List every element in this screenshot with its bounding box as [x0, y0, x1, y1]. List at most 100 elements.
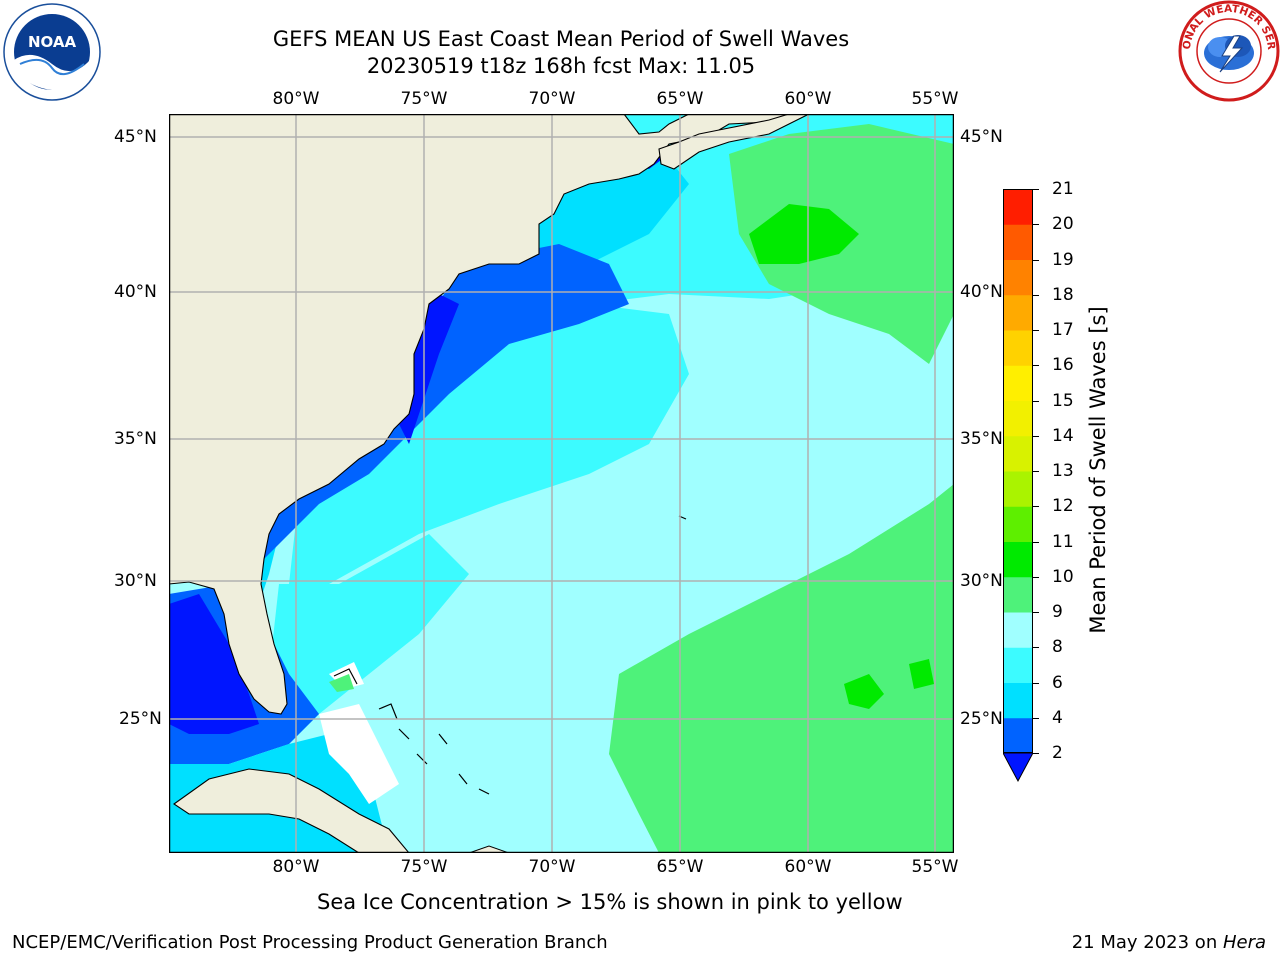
colorbar-tick-label: 17 [1052, 320, 1074, 340]
lon-label-bottom: 70°W [528, 857, 576, 877]
bahamas-bank [319, 704, 399, 804]
plot-subtitle: 20230519 t18z 168h fcst Max: 11.05 [366, 54, 756, 78]
lon-label-bottom: 80°W [272, 857, 320, 877]
colorbar-tick-label: 8 [1052, 637, 1063, 658]
colorbar-tick-mark [1033, 330, 1039, 331]
map-border [169, 114, 954, 853]
colorbar-band [1003, 330, 1033, 366]
lon-label-top: 65°W [656, 89, 704, 109]
lat-label-right: 30°N [960, 571, 1003, 591]
colorbar-tick-label: 2 [1052, 743, 1063, 763]
colorbar-tick-mark [1033, 259, 1039, 261]
bahamas-islands [333, 668, 490, 795]
colorbar-band [1003, 717, 1033, 754]
lat-label-right: 40°N [960, 282, 1003, 302]
colorbar-tick-mark [1033, 612, 1039, 613]
colorbar-tick-label: 16 [1052, 355, 1074, 376]
colorbar-tick-mark [1033, 224, 1039, 226]
lat-label-right: 45°N [960, 127, 1003, 147]
land-nova-scotia [658, 114, 810, 170]
colorbar-tick-mark [1033, 435, 1039, 437]
colorbar-band [1003, 365, 1033, 401]
colorbar-tick-mark [1033, 400, 1039, 402]
lon-label-top: 55°W [911, 89, 959, 109]
nws-logo: NATIONAL WEATHER SERVICE [1178, 0, 1280, 102]
host-name: Hera [1222, 932, 1266, 953]
colorbar-tick-mark [1033, 682, 1039, 684]
colorbar-tick-mark [1033, 576, 1039, 578]
field-under-2s-chesapeake [399, 294, 459, 444]
colorbar-band [1003, 612, 1033, 648]
field-6-8s-central [289, 304, 689, 584]
lat-label-left: 30°N [114, 571, 157, 591]
lon-label-top: 80°W [272, 89, 320, 109]
colorbar-tick-mark [1033, 717, 1039, 719]
swell-period-map [169, 114, 954, 853]
colorbar-under-triangle [1003, 752, 1033, 783]
svg-text:NOAA: NOAA [28, 33, 77, 51]
colorbar-band [1003, 471, 1033, 507]
plot-title: GEFS MEAN US East Coast Mean Period of S… [272, 27, 850, 51]
lat-label-left: 35°N [114, 429, 157, 449]
noaa-logo: NOAA [3, 3, 101, 101]
date-text: 21 May 2023 on [1071, 932, 1223, 953]
lon-label-bottom: 75°W [400, 857, 448, 877]
colorbar-tick-label: 18 [1052, 284, 1074, 305]
colorbar-band [1003, 224, 1033, 260]
lon-label-bottom: 60°W [784, 857, 832, 877]
colorbar-tick-label: 14 [1052, 425, 1074, 446]
colorbar-tick-label: 20 [1052, 214, 1074, 235]
colorbar-tick-label: 19 [1052, 249, 1074, 270]
colorbar-band [1003, 506, 1033, 542]
colorbar-band [1003, 647, 1033, 683]
field-under-2s-gulf [169, 594, 259, 734]
lat-label-left: 45°N [114, 127, 157, 147]
land-cuba [173, 768, 410, 853]
colorbar-tick-label: 6 [1052, 672, 1063, 693]
lon-label-bottom: 65°W [656, 857, 704, 877]
lat-label-right: 35°N [960, 429, 1003, 449]
field-10-11s-north [749, 204, 859, 264]
colorbar-tick-label: 9 [1052, 602, 1063, 622]
colorbar-band [1003, 259, 1033, 296]
colorbar-band [1003, 435, 1033, 472]
colorbar-tick-mark [1033, 189, 1039, 190]
colorbar-band [1003, 541, 1033, 578]
colorbar-tick-label: 10 [1052, 566, 1074, 587]
colorbar-band [1003, 189, 1033, 225]
colorbar-tick-label: 12 [1052, 496, 1074, 517]
land-north-america [169, 114, 954, 715]
map-gridlines [169, 114, 954, 853]
lat-label-left: 25°N [119, 709, 162, 729]
colorbar-tick-label: 11 [1052, 531, 1074, 552]
field-10-11s-southeast [909, 659, 934, 689]
colorbar-tick-label: 4 [1052, 707, 1063, 728]
lon-label-top: 75°W [400, 89, 448, 109]
sea-ice-footnote: Sea Ice Concentration > 15% is shown in … [317, 890, 903, 914]
lon-label-top: 70°W [528, 89, 576, 109]
field-4-6s-coastal [249, 134, 689, 604]
colorbar-tick-label: 13 [1052, 461, 1074, 481]
colorbar-band [1003, 294, 1033, 331]
colorbar-label: Mean Period of Swell Waves [s] [1086, 306, 1110, 634]
colorbar-tick-mark [1033, 471, 1039, 472]
lon-label-top: 60°W [784, 89, 832, 109]
lat-label-left: 40°N [114, 282, 157, 302]
colorbar-tick-label: 21 [1052, 179, 1074, 199]
colorbar [1003, 189, 1033, 783]
colorbar-tick-mark [1033, 294, 1039, 296]
field-6-8s-southwest [269, 534, 469, 754]
lon-label-bottom: 55°W [911, 857, 959, 877]
map-panel [169, 114, 954, 853]
colorbar-tick-mark [1033, 365, 1039, 367]
colorbar-band [1003, 576, 1033, 613]
lat-label-right: 25°N [960, 709, 1003, 729]
field-2-4s-coastal [264, 244, 629, 559]
colorbar-tick-mark [1033, 647, 1039, 649]
land-hispaniola [468, 845, 510, 853]
field-9-10s-southeast [609, 484, 954, 853]
colorbar-band [1003, 400, 1033, 437]
colorbar-tick-mark [1033, 541, 1039, 543]
credit-line: NCEP/EMC/Verification Post Processing Pr… [12, 932, 608, 953]
colorbar-tick-mark [1033, 753, 1039, 754]
